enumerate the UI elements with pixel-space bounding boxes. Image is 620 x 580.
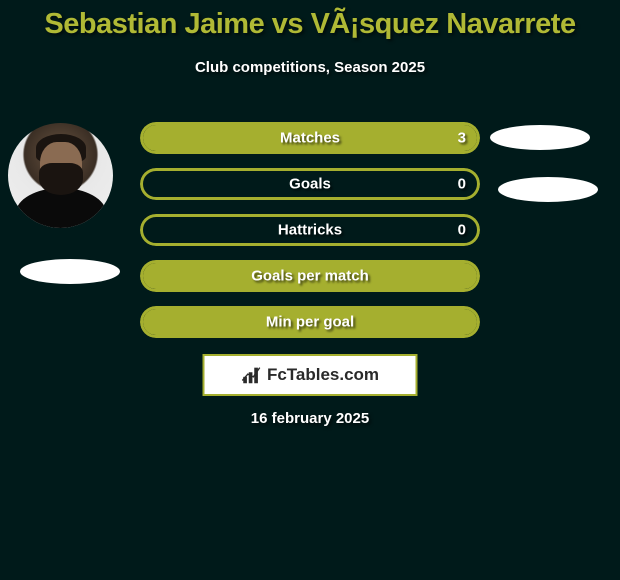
stat-label: Hattricks <box>278 222 342 239</box>
marker-ellipse <box>490 125 590 150</box>
avatar-beard-shape <box>39 163 83 195</box>
stat-label: Min per goal <box>266 314 354 331</box>
stat-label: Goals <box>289 176 331 193</box>
stat-row: Hattricks 0 <box>140 214 480 246</box>
marker-ellipse <box>20 259 120 284</box>
logo-text: FcTables.com <box>267 365 379 385</box>
page-title: Sebastian Jaime vs VÃ¡squez Navarrete <box>0 0 620 41</box>
page-subtitle: Club competitions, Season 2025 <box>0 59 620 76</box>
stats-panel: Matches 3 Goals 0 Hattricks 0 Goals per match M… <box>140 122 480 352</box>
stat-label: Matches <box>280 130 340 147</box>
stat-row: Matches 3 <box>140 122 480 154</box>
stat-value-right: 0 <box>458 222 466 239</box>
snapshot-date: 16 february 2025 <box>251 410 369 427</box>
stat-row: Goals 0 <box>140 168 480 200</box>
stat-row: Min per goal <box>140 306 480 338</box>
source-logo: FcTables.com <box>203 354 418 396</box>
marker-ellipse <box>498 177 598 202</box>
player-avatar-left <box>8 123 113 228</box>
stat-value-right: 3 <box>458 130 466 147</box>
stat-value-right: 0 <box>458 176 466 193</box>
bar-chart-icon <box>241 364 263 386</box>
stat-label: Goals per match <box>251 268 369 285</box>
stat-row: Goals per match <box>140 260 480 292</box>
